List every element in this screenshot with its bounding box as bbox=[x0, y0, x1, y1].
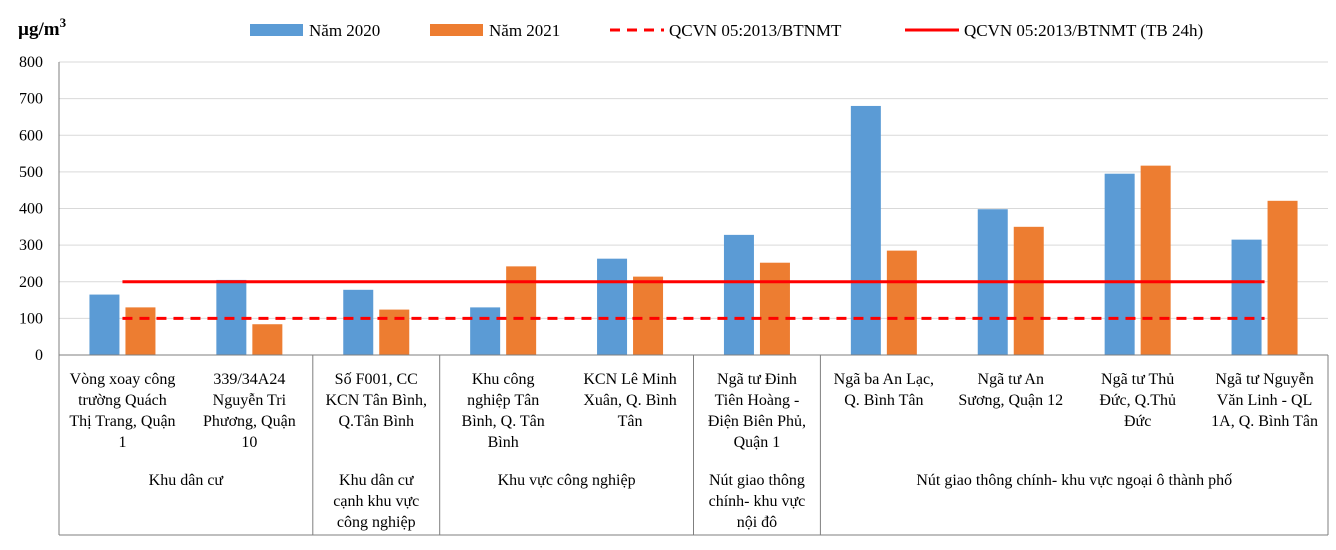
bar bbox=[506, 266, 537, 355]
category-label: Q.Tân Bình bbox=[338, 413, 414, 430]
category-label: Ngã ba An Lạc, bbox=[834, 371, 934, 388]
bar bbox=[125, 307, 156, 355]
category-label: 10 bbox=[241, 434, 257, 451]
category-label: 1A, Q. Bình Tân bbox=[1211, 413, 1318, 430]
legend-label: QCVN 05:2013/BTNMT bbox=[669, 21, 842, 40]
y-tick-label: 800 bbox=[19, 54, 43, 71]
bar bbox=[1104, 173, 1135, 355]
category-label: trường Quách bbox=[78, 392, 167, 409]
category-label: Khu công bbox=[472, 371, 535, 388]
group-label: công nghiệp bbox=[337, 514, 416, 531]
category-label: Ngã tư Nguyễn bbox=[1215, 371, 1313, 388]
bar bbox=[1013, 226, 1044, 355]
bar bbox=[633, 276, 664, 355]
group-labels: Khu dân cư Khu dân cư cạnh khu vực công ngh… bbox=[149, 472, 1232, 531]
y-tick-label: 0 bbox=[35, 347, 43, 364]
category-label: Xuân, Q. Bình bbox=[583, 392, 676, 409]
category-label: Đức bbox=[1124, 413, 1151, 430]
legend-swatch bbox=[250, 24, 303, 36]
category-label: Tân bbox=[618, 413, 643, 430]
category-label: Bình bbox=[488, 434, 519, 451]
bar bbox=[1231, 239, 1262, 355]
legend-label: Năm 2021 bbox=[489, 21, 560, 40]
bar bbox=[1267, 200, 1298, 355]
bar bbox=[379, 309, 410, 355]
category-label: KCN Tân Bình, bbox=[326, 392, 427, 409]
bar bbox=[89, 294, 120, 355]
bar bbox=[343, 289, 374, 355]
bar bbox=[252, 324, 283, 355]
bar bbox=[470, 307, 501, 355]
category-label: KCN Lê Minh bbox=[583, 371, 676, 388]
category-label: Quận 1 bbox=[734, 434, 781, 451]
y-tick-label: 700 bbox=[19, 91, 43, 108]
category-label: Bình, Q. Tân bbox=[462, 413, 545, 430]
legend-swatch bbox=[430, 24, 483, 36]
legend-label: Năm 2020 bbox=[309, 21, 380, 40]
category-label: Ngã tư Đinh bbox=[717, 371, 797, 388]
group-label: Khu dân cư bbox=[149, 472, 225, 489]
bar bbox=[850, 105, 881, 355]
group-label: nội đô bbox=[737, 514, 777, 531]
category-label: Thị Trang, Quận bbox=[69, 413, 175, 430]
category-label: Đức, Q.Thủ bbox=[1099, 392, 1176, 409]
group-label: Nút giao thông bbox=[709, 472, 805, 489]
group-label: Nút giao thông chính- khu vực ngoại ô th… bbox=[916, 472, 1232, 489]
axes bbox=[58, 62, 1329, 536]
legend: Năm 2020 Năm 2021 QCVN 05:2013/BTNMT QCVN 0… bbox=[250, 21, 1203, 40]
bar bbox=[886, 250, 917, 355]
reference-lines bbox=[122, 280, 1265, 320]
y-unit-superscript: 3 bbox=[60, 15, 67, 30]
group-label: Khu dân cư bbox=[339, 472, 415, 489]
bar bbox=[759, 262, 790, 355]
category-label: nghiệp Tân bbox=[467, 392, 539, 409]
category-label: Số F001, CC bbox=[335, 371, 418, 388]
bar bbox=[1140, 165, 1171, 355]
y-tick-labels: 0 100 200 300 400 500 600 700 800 bbox=[19, 54, 43, 364]
category-label: Văn Linh - QL bbox=[1217, 392, 1313, 409]
category-label: Phương, Quận bbox=[203, 413, 296, 430]
category-label: Q. Bình Tân bbox=[844, 392, 923, 409]
gridlines bbox=[59, 61, 1328, 319]
y-unit-label: µg/m3 bbox=[18, 15, 67, 40]
y-tick-label: 600 bbox=[19, 127, 43, 144]
category-label: Tiên Hoàng - bbox=[715, 392, 800, 409]
category-label: Ngã tư An bbox=[978, 371, 1044, 388]
category-labels: Vòng xoay công trường Quách Thị Trang, Quậ… bbox=[69, 371, 1318, 451]
y-tick-label: 500 bbox=[19, 164, 43, 181]
category-label: Vòng xoay công bbox=[70, 371, 176, 388]
group-label: chính- khu vực bbox=[709, 493, 806, 510]
y-tick-label: 400 bbox=[19, 201, 43, 218]
y-tick-label: 100 bbox=[19, 310, 43, 327]
y-tick-label: 300 bbox=[19, 237, 43, 254]
bar bbox=[597, 258, 628, 355]
legend-label: QCVN 05:2013/BTNMT (TB 24h) bbox=[964, 21, 1203, 40]
y-tick-label: 200 bbox=[19, 274, 43, 291]
bar bbox=[723, 234, 754, 355]
category-label: 1 bbox=[118, 434, 126, 451]
group-label: Khu vực công nghiệp bbox=[498, 472, 636, 489]
group-label: cạnh khu vực bbox=[333, 493, 419, 510]
category-label: Điện Biên Phủ, bbox=[708, 413, 806, 430]
category-label: Ngã tư Thủ bbox=[1101, 371, 1174, 388]
category-label: Sương, Quận 12 bbox=[958, 392, 1063, 409]
category-label: Nguyễn Tri bbox=[213, 392, 287, 409]
category-label: 339/34A24 bbox=[213, 371, 285, 388]
